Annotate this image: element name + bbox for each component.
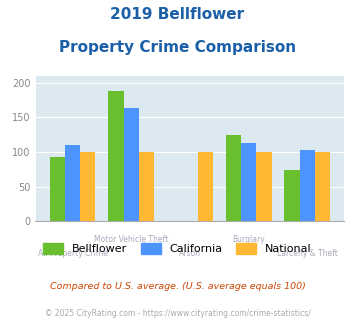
- Text: Burglary: Burglary: [232, 235, 265, 244]
- Bar: [226, 135, 241, 221]
- Bar: [65, 145, 80, 221]
- Text: 2019 Bellflower: 2019 Bellflower: [110, 7, 245, 21]
- Text: All Property Crime: All Property Crime: [38, 249, 107, 258]
- Bar: [284, 170, 300, 221]
- Bar: [241, 143, 256, 221]
- Bar: [50, 157, 65, 221]
- Text: Arson: Arson: [179, 249, 201, 258]
- Bar: [108, 91, 124, 221]
- Text: Larceny & Theft: Larceny & Theft: [277, 249, 338, 258]
- Legend: Bellflower, California, National: Bellflower, California, National: [43, 243, 312, 254]
- Text: © 2025 CityRating.com - https://www.cityrating.com/crime-statistics/: © 2025 CityRating.com - https://www.city…: [45, 309, 310, 317]
- Bar: [300, 150, 315, 221]
- Bar: [198, 152, 213, 221]
- Bar: [256, 152, 272, 221]
- Bar: [139, 152, 154, 221]
- Text: Property Crime Comparison: Property Crime Comparison: [59, 40, 296, 54]
- Text: Motor Vehicle Theft: Motor Vehicle Theft: [94, 235, 168, 244]
- Bar: [80, 152, 95, 221]
- Bar: [124, 108, 139, 221]
- Bar: [315, 152, 330, 221]
- Text: Compared to U.S. average. (U.S. average equals 100): Compared to U.S. average. (U.S. average …: [50, 282, 305, 291]
